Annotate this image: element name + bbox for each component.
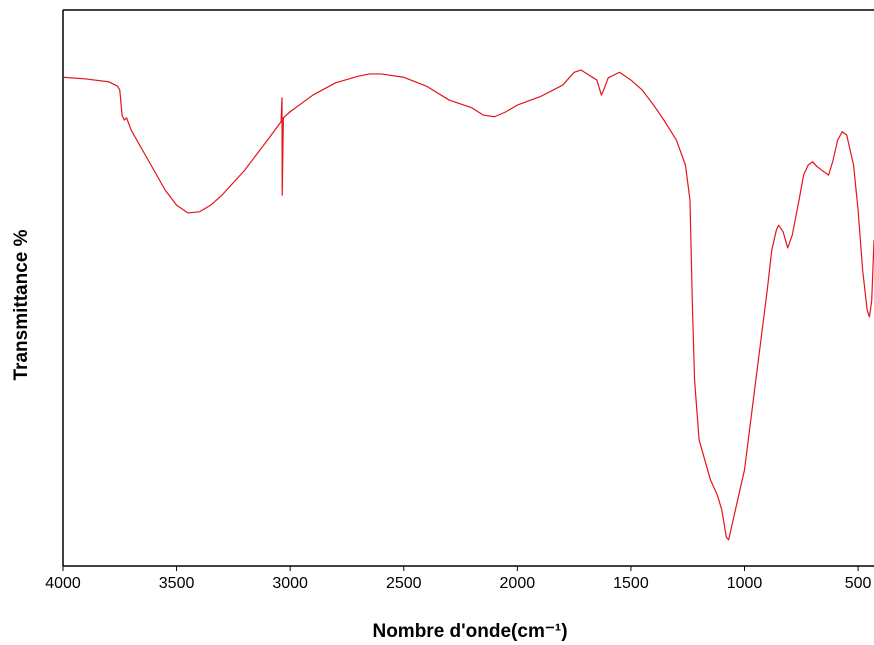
x-tick-label: 3500 — [159, 575, 195, 592]
x-tick-label: 1500 — [613, 575, 649, 592]
x-axis-label: Nombre d'onde(cm⁻¹) — [372, 621, 567, 642]
spectrum-line — [62, 69, 874, 541]
x-tick-label: 1000 — [727, 575, 763, 592]
x-tick-label: 2500 — [386, 575, 422, 592]
x-tick-label: 500 — [845, 575, 872, 592]
y-axis-label: Transmittance % — [11, 229, 32, 380]
x-tick-label: 4000 — [45, 575, 81, 592]
x-tick-label: 3000 — [272, 575, 308, 592]
x-tick-label: 2000 — [500, 575, 536, 592]
